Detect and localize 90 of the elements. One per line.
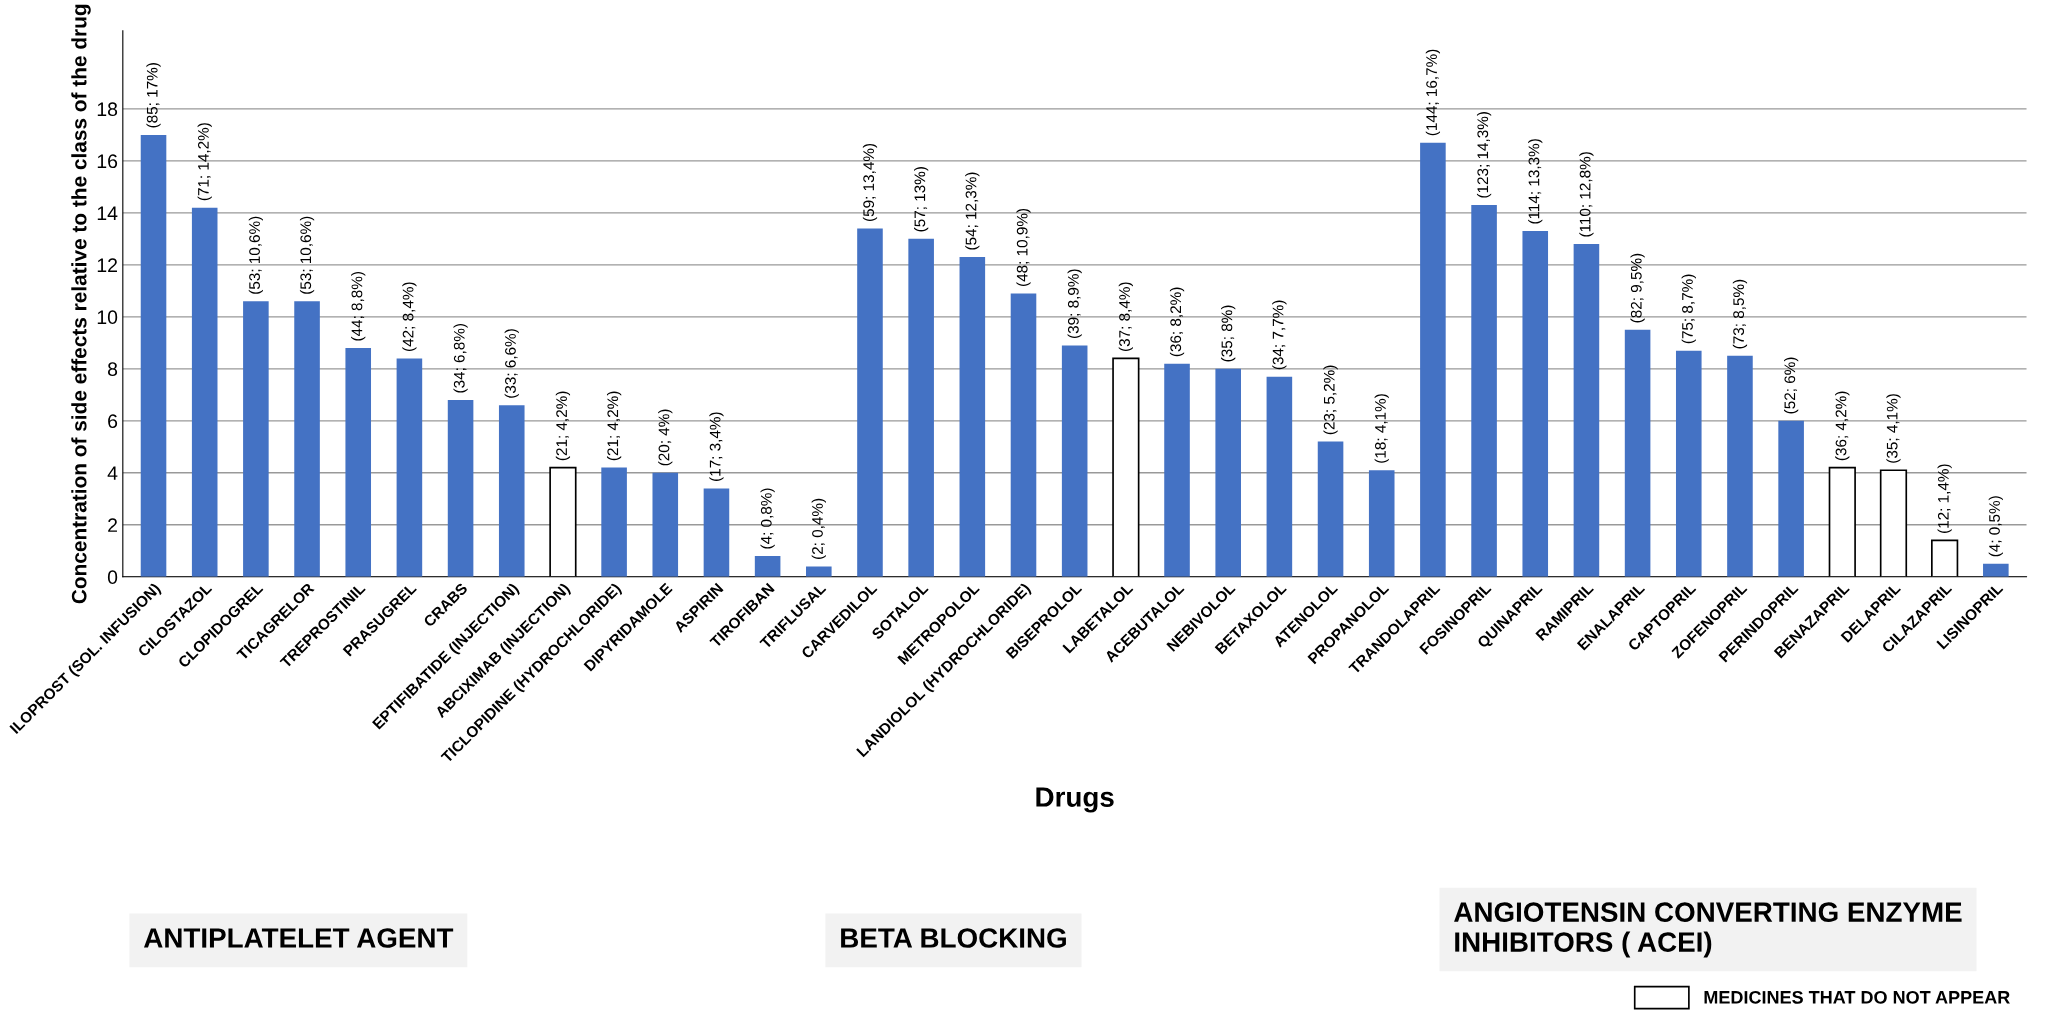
bar [1471,205,1497,577]
data-label: (37; 8,4%) [1118,282,1133,351]
data-label: (34; 6,8%) [453,324,468,393]
bar [1727,355,1753,577]
bar [294,301,320,577]
data-label: (36; 8,2%) [1169,287,1185,357]
bar [1573,244,1600,577]
y-tick-label: 0 [107,570,118,585]
data-label: (39; 8,9%) [1067,269,1082,338]
bar [1624,329,1651,577]
data-label: (2; 0,4%) [811,498,826,559]
bar [1931,539,1959,577]
y-tick-label: 14 [97,206,118,220]
data-label: (53; 10,6%) [299,216,315,294]
bar [1164,363,1190,577]
data-label: (36; 4,2%) [1835,391,1850,461]
data-label: (4; 0,5%) [1988,496,2003,557]
data-label: (20; 4%) [658,409,673,466]
bar [1215,368,1241,577]
x-axis-title: Drugs [1036,787,1114,813]
data-label: (12; 1,4%) [1937,464,1952,533]
bar [1368,470,1395,577]
data-label: (53; 10,6%) [248,216,263,294]
data-label: (59; 13,4%) [862,143,878,222]
data-label: (35; 4,1%) [1886,394,1901,463]
bar [703,488,730,577]
y-tick-label: 16 [97,154,118,169]
bar [1266,376,1293,577]
bar [1675,350,1702,577]
data-label: (18; 4,1%) [1374,394,1389,463]
data-label: (71; 14,2%) [197,123,212,201]
bar [652,472,679,577]
data-label: (23; 5,2%) [1323,365,1338,435]
data-label: (21; 4,2%) [606,391,622,461]
text: BETA BLOCKING [841,928,1066,948]
data-label: (33; 6,6%) [504,329,519,398]
bar [1879,469,1908,577]
data-label: (123; 14,3%) [1476,112,1492,198]
data-label: (75; 8,7%) [1681,274,1696,344]
bar [447,400,474,577]
data-label: (48; 10,9%) [1016,208,1031,287]
bar [243,301,269,577]
data-label: (85; 17%) [146,63,161,128]
bar [806,566,832,577]
bar [754,556,781,577]
bar [1778,420,1804,577]
bar [1061,345,1088,577]
data-label: (21; 4,2%) [555,391,571,461]
data-label: (73; 8,5%) [1732,279,1748,349]
bar [396,358,423,577]
bar [345,348,372,577]
text: ANGIOTENSIN CONVERTING ENZYME INHIBITORS ( ACEI) [1454,902,1962,958]
data-label: (35; 8%) [1221,305,1236,362]
bar [1420,142,1446,577]
y-tick-label: 12 [97,258,117,272]
y-tick-label: 18 [97,102,118,117]
text: ANTIPLATELET AGENT [143,928,454,948]
data-label: (17; 3,4%) [709,412,724,481]
bar [959,257,986,577]
data-label: (110; 12,8%) [1579,152,1594,237]
y-tick-label: 10 [97,310,118,325]
data-label: (52; 6%) [1784,357,1799,414]
y-tick-label: 8 [107,362,118,377]
bar [1317,441,1344,577]
legend-label: MEDICINES THAT DO NOT APPEAR [1704,990,2010,1004]
y-tick-label: 6 [108,414,118,429]
data-label: (34; 7,7%) [1272,300,1287,370]
bar [1983,563,2009,577]
bar [498,405,525,577]
bar [1522,231,1549,577]
bar [549,466,577,577]
bar [908,238,934,577]
bar [1010,293,1037,577]
y-tick-label: 4 [107,466,118,480]
data-label: (4; 0,8%) [760,488,775,549]
data-label: (42; 8,4%) [402,282,417,351]
bar [191,207,218,577]
bar [1828,466,1856,577]
data-label: (82; 9,5%) [1630,253,1645,323]
data-label: (114; 13,3%) [1528,139,1543,224]
bar [1112,357,1140,577]
data-label: (144; 16,7%) [1425,49,1441,136]
data-label: (57; 13%) [914,167,929,232]
data-label: (44; 8,8%) [351,272,366,341]
bar [601,467,627,577]
bar [857,228,883,577]
data-label: (54; 12,3%) [965,172,980,250]
y-axis-title: Concentration of side effects relative to the class of the drug [71,4,91,604]
y-tick-label: 2 [108,518,117,532]
bar [140,134,167,577]
